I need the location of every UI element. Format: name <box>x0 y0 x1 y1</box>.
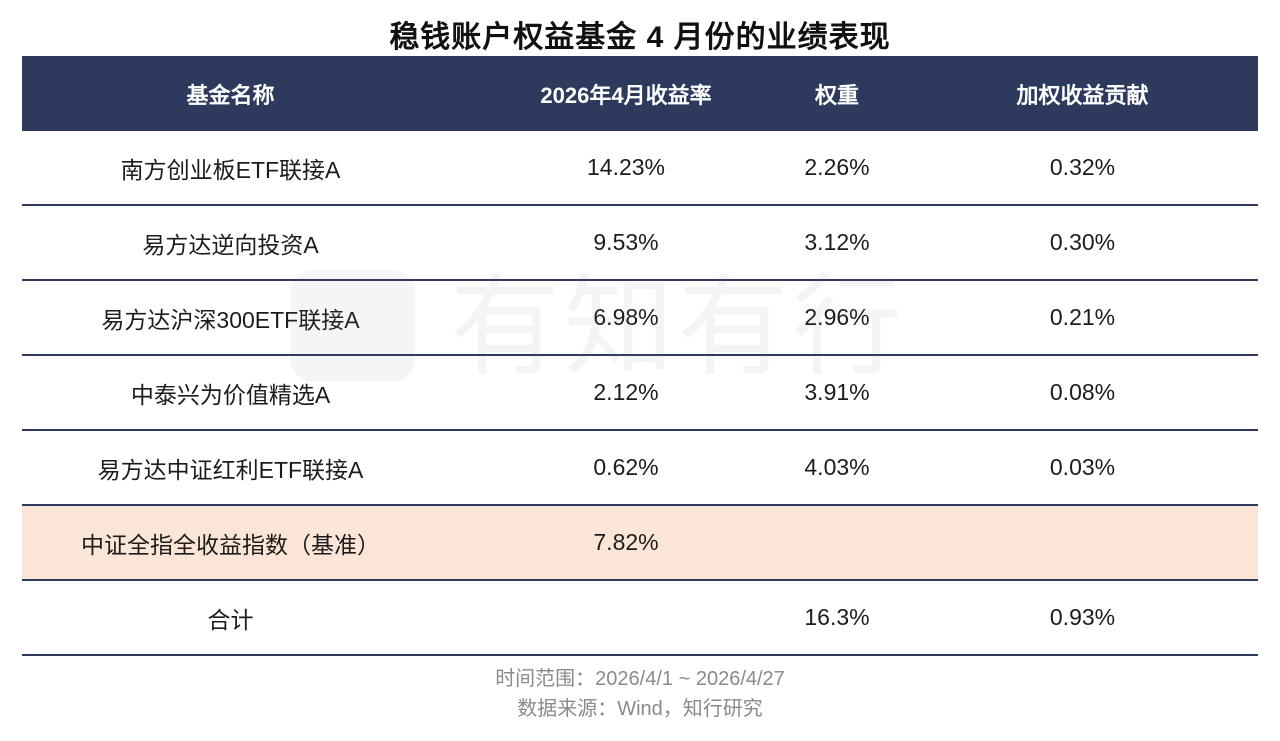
fund-name-cell: 易方达逆向投资A <box>22 205 485 281</box>
total-return-cell <box>485 580 787 656</box>
total-label-cell: 合计 <box>22 580 485 656</box>
total-row: 合计 16.3% 0.93% <box>22 580 1258 656</box>
return-cell: 9.53% <box>485 205 787 281</box>
return-cell: 2.12% <box>485 355 787 431</box>
weight-cell: 2.26% <box>787 131 907 206</box>
return-cell: 0.62% <box>485 430 787 506</box>
table-row: 中泰兴为价值精选A 2.12% 3.91% 0.08% <box>22 355 1258 431</box>
total-contribution-cell: 0.93% <box>907 580 1258 656</box>
fund-name-cell: 易方达沪深300ETF联接A <box>22 280 485 356</box>
table-row: 易方达中证红利ETF联接A 0.62% 4.03% 0.03% <box>22 430 1258 506</box>
data-source-note: 数据来源：Wind，知行研究 <box>517 698 763 720</box>
benchmark-return-cell: 7.82% <box>485 505 787 581</box>
benchmark-row: 中证全指全收益指数（基准） 7.82% <box>22 505 1258 581</box>
performance-table: 基金名称 2026年4月收益率 权重 加权收益贡献 南方创业板ETF联接A 14… <box>22 56 1258 656</box>
table-row: 南方创业板ETF联接A 14.23% 2.26% 0.32% <box>22 131 1258 206</box>
total-weight-cell: 16.3% <box>787 580 907 656</box>
page-title: 稳钱账户权益基金 4 月份的业绩表现 <box>389 21 891 54</box>
weight-cell: 3.91% <box>787 355 907 431</box>
weight-cell: 4.03% <box>787 430 907 506</box>
weight-cell: 3.12% <box>787 205 907 281</box>
benchmark-weight-cell <box>787 505 907 581</box>
footer-notes: 时间范围：2026/4/1 ~ 2026/4/27 数据来源：Wind，知行研究 <box>0 664 1280 724</box>
header-weighted-contribution: 加权收益贡献 <box>907 56 1258 131</box>
weight-cell: 2.96% <box>787 280 907 356</box>
header-weight: 权重 <box>787 56 907 131</box>
header-fund-name: 基金名称 <box>22 56 485 131</box>
contribution-cell: 0.30% <box>907 205 1258 281</box>
contribution-cell: 0.21% <box>907 280 1258 356</box>
fund-name-cell: 易方达中证红利ETF联接A <box>22 430 485 506</box>
contribution-cell: 0.32% <box>907 131 1258 206</box>
table-row: 易方达逆向投资A 9.53% 3.12% 0.30% <box>22 205 1258 281</box>
return-cell: 6.98% <box>485 280 787 356</box>
table-header-row: 基金名称 2026年4月收益率 权重 加权收益贡献 <box>22 56 1258 131</box>
contribution-cell: 0.08% <box>907 355 1258 431</box>
return-cell: 14.23% <box>485 131 787 206</box>
contribution-cell: 0.03% <box>907 430 1258 506</box>
time-range-note: 时间范围：2026/4/1 ~ 2026/4/27 <box>495 668 785 690</box>
fund-name-cell: 南方创业板ETF联接A <box>22 131 485 206</box>
header-april-return: 2026年4月收益率 <box>485 56 787 131</box>
benchmark-name-cell: 中证全指全收益指数（基准） <box>22 505 485 581</box>
table-row: 易方达沪深300ETF联接A 6.98% 2.96% 0.21% <box>22 280 1258 356</box>
benchmark-contribution-cell <box>907 505 1258 581</box>
fund-name-cell: 中泰兴为价值精选A <box>22 355 485 431</box>
